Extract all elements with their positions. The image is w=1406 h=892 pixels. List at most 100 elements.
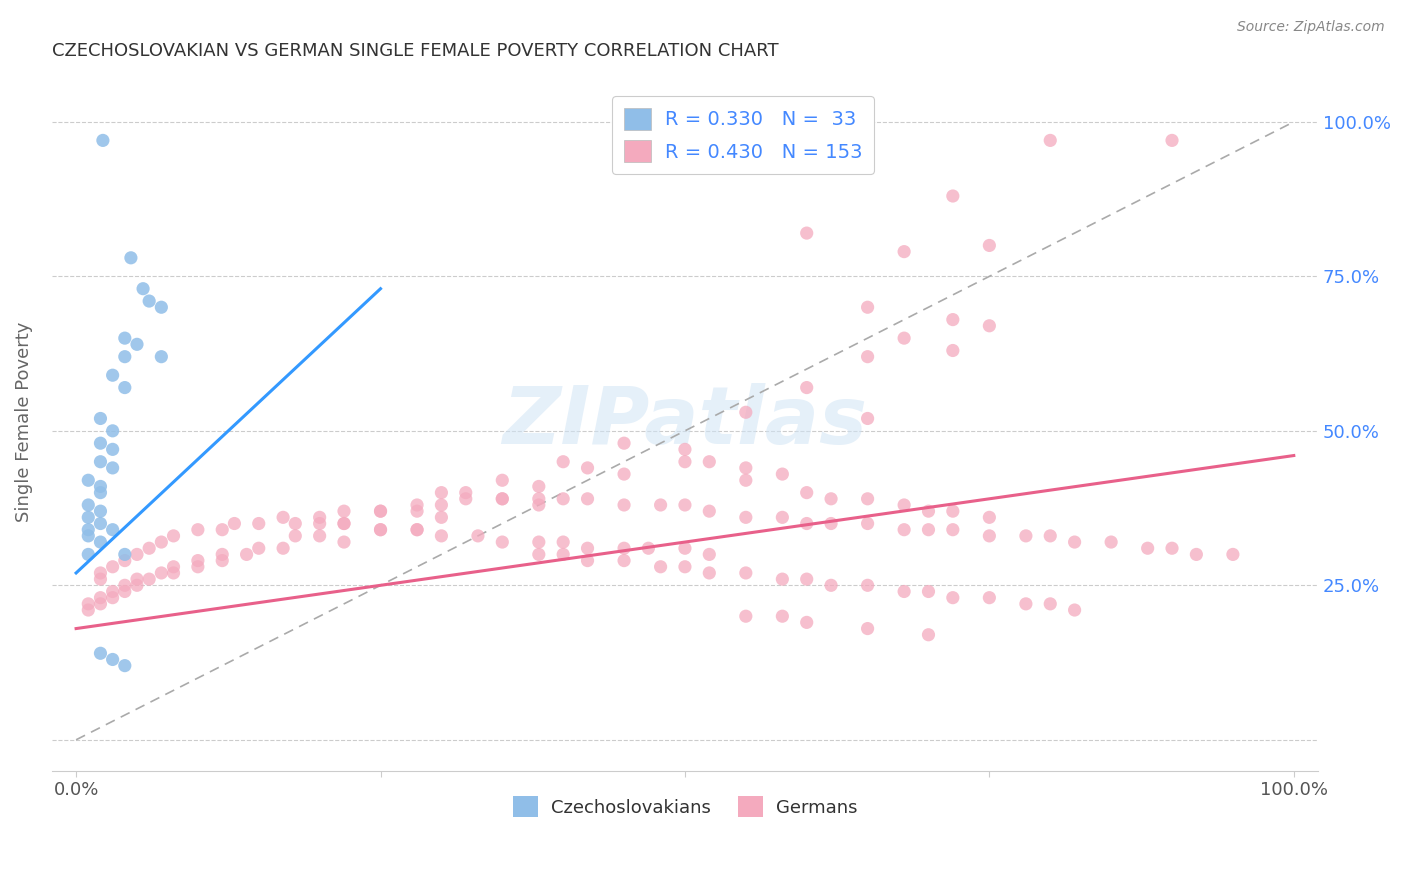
Point [893, 584, 915, 599]
Point [917, 584, 939, 599]
Point [576, 553, 599, 567]
Point [77, 473, 100, 487]
Point [491, 473, 513, 487]
Point [406, 523, 429, 537]
Point [101, 424, 124, 438]
Point [114, 380, 136, 394]
Point [333, 504, 356, 518]
Point [308, 529, 330, 543]
Point [796, 572, 818, 586]
Point [89, 535, 111, 549]
Point [673, 559, 696, 574]
Point [770, 609, 793, 624]
Point [132, 282, 155, 296]
Point [430, 510, 453, 524]
Point [796, 516, 818, 531]
Point [576, 541, 599, 556]
Point [734, 510, 756, 524]
Point [979, 318, 1001, 333]
Point [101, 523, 124, 537]
Point [150, 300, 173, 314]
Point [89, 566, 111, 580]
Point [1099, 535, 1122, 549]
Point [734, 461, 756, 475]
Point [308, 516, 330, 531]
Point [856, 350, 879, 364]
Point [893, 331, 915, 345]
Point [125, 337, 148, 351]
Point [491, 535, 513, 549]
Point [613, 553, 636, 567]
Point [467, 529, 489, 543]
Point [77, 523, 100, 537]
Point [697, 548, 720, 562]
Point [650, 559, 672, 574]
Point [308, 510, 330, 524]
Point [120, 251, 142, 265]
Point [770, 510, 793, 524]
Point [211, 553, 233, 567]
Point [734, 566, 756, 580]
Point [370, 504, 392, 518]
Point [89, 455, 111, 469]
Point [1185, 548, 1208, 562]
Point [333, 516, 356, 531]
Point [856, 578, 879, 592]
Point [138, 572, 160, 586]
Point [697, 504, 720, 518]
Point [101, 368, 124, 383]
Point [150, 350, 173, 364]
Point [406, 498, 429, 512]
Point [101, 559, 124, 574]
Point [187, 559, 209, 574]
Y-axis label: Single Female Poverty: Single Female Poverty [15, 321, 32, 522]
Point [576, 461, 599, 475]
Point [734, 473, 756, 487]
Point [1063, 535, 1085, 549]
Point [1039, 133, 1062, 147]
Point [89, 504, 111, 518]
Point [77, 498, 100, 512]
Point [856, 300, 879, 314]
Point [1015, 597, 1038, 611]
Point [89, 591, 111, 605]
Point [114, 350, 136, 364]
Point [1039, 597, 1062, 611]
Point [430, 485, 453, 500]
Point [527, 498, 550, 512]
Point [150, 566, 173, 580]
Point [162, 559, 184, 574]
Point [1063, 603, 1085, 617]
Point [553, 548, 575, 562]
Point [125, 578, 148, 592]
Point [284, 516, 307, 531]
Point [89, 572, 111, 586]
Point [138, 541, 160, 556]
Point [893, 523, 915, 537]
Point [114, 548, 136, 562]
Point [77, 548, 100, 562]
Point [77, 597, 100, 611]
Point [942, 504, 965, 518]
Point [1161, 133, 1184, 147]
Point [796, 485, 818, 500]
Point [979, 510, 1001, 524]
Point [162, 566, 184, 580]
Point [89, 597, 111, 611]
Point [211, 548, 233, 562]
Point [271, 541, 294, 556]
Point [114, 658, 136, 673]
Point [187, 523, 209, 537]
Point [820, 516, 842, 531]
Point [979, 238, 1001, 252]
Point [553, 491, 575, 506]
Point [406, 523, 429, 537]
Point [89, 485, 111, 500]
Point [856, 516, 879, 531]
Point [796, 380, 818, 394]
Text: CZECHOSLOVAKIAN VS GERMAN SINGLE FEMALE POVERTY CORRELATION CHART: CZECHOSLOVAKIAN VS GERMAN SINGLE FEMALE … [52, 42, 779, 60]
Point [553, 535, 575, 549]
Point [893, 498, 915, 512]
Point [187, 553, 209, 567]
Point [942, 591, 965, 605]
